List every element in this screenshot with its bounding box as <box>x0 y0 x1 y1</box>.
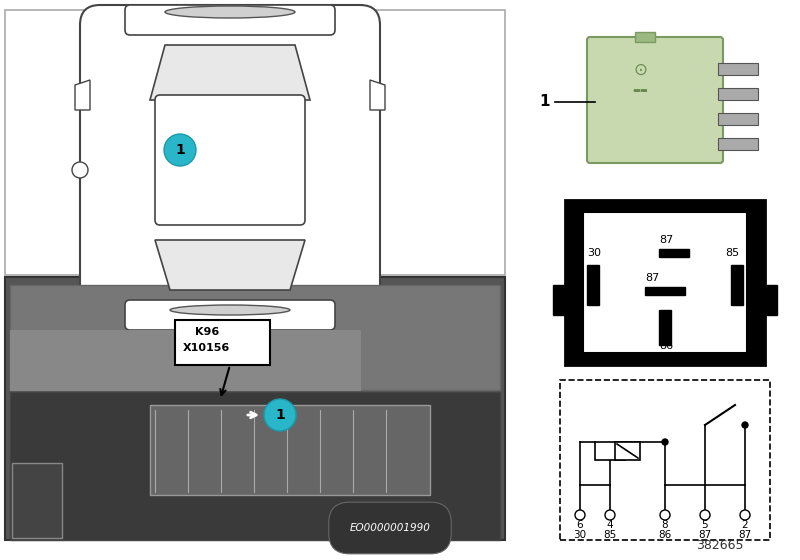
Bar <box>718 113 758 125</box>
Bar <box>615 442 640 460</box>
Bar <box>553 285 571 315</box>
Polygon shape <box>150 45 310 100</box>
Text: 86: 86 <box>658 530 672 540</box>
Text: 87: 87 <box>698 530 712 540</box>
Bar <box>659 249 689 257</box>
Text: 5: 5 <box>702 520 708 530</box>
Text: 382665: 382665 <box>696 539 744 552</box>
Text: K96: K96 <box>195 327 219 337</box>
Bar <box>731 265 743 305</box>
Text: 4: 4 <box>606 520 614 530</box>
Text: 1: 1 <box>175 143 185 157</box>
Text: 30: 30 <box>587 248 601 258</box>
FancyBboxPatch shape <box>155 95 305 225</box>
Ellipse shape <box>170 305 290 315</box>
Text: 8: 8 <box>662 520 668 530</box>
Text: ▬▬: ▬▬ <box>632 86 648 95</box>
FancyBboxPatch shape <box>125 300 335 330</box>
Bar <box>5 277 505 540</box>
Bar <box>635 32 655 42</box>
Bar <box>595 442 625 460</box>
Circle shape <box>700 510 710 520</box>
Circle shape <box>740 510 750 520</box>
Bar <box>645 287 685 295</box>
Bar <box>5 10 505 275</box>
Circle shape <box>605 510 615 520</box>
Bar <box>718 88 758 100</box>
Bar <box>175 320 270 365</box>
Bar <box>583 212 747 353</box>
Text: 30: 30 <box>574 530 586 540</box>
Bar <box>10 330 360 390</box>
Circle shape <box>264 399 296 431</box>
Bar <box>587 265 599 305</box>
Polygon shape <box>75 80 90 110</box>
Bar <box>150 405 430 495</box>
Ellipse shape <box>165 6 295 18</box>
Bar <box>718 138 758 150</box>
Circle shape <box>662 439 668 445</box>
Polygon shape <box>155 240 305 290</box>
Text: 86: 86 <box>659 341 673 351</box>
Text: 1: 1 <box>540 95 550 110</box>
Bar <box>560 380 770 540</box>
Text: 87: 87 <box>659 235 674 245</box>
FancyBboxPatch shape <box>80 5 380 315</box>
Circle shape <box>575 510 585 520</box>
FancyBboxPatch shape <box>125 5 335 35</box>
Bar <box>590 40 720 160</box>
Bar <box>10 285 500 390</box>
Text: 2: 2 <box>742 520 748 530</box>
Polygon shape <box>370 80 385 110</box>
Text: 87: 87 <box>645 273 659 283</box>
Text: 85: 85 <box>603 530 617 540</box>
Bar <box>718 63 758 75</box>
Circle shape <box>164 134 196 166</box>
Circle shape <box>660 510 670 520</box>
Circle shape <box>72 162 88 178</box>
Bar <box>12 463 62 538</box>
Text: 85: 85 <box>725 248 739 258</box>
Circle shape <box>742 422 748 428</box>
Bar <box>759 285 777 315</box>
Bar <box>10 392 500 540</box>
Text: EO0000001990: EO0000001990 <box>350 523 430 533</box>
Text: X10156: X10156 <box>183 343 230 353</box>
FancyBboxPatch shape <box>587 37 723 163</box>
Text: ⊙: ⊙ <box>633 61 647 79</box>
Bar <box>659 310 671 345</box>
Bar <box>565 200 765 365</box>
Text: 6: 6 <box>577 520 583 530</box>
Text: 1: 1 <box>275 408 285 422</box>
Text: 87: 87 <box>738 530 752 540</box>
